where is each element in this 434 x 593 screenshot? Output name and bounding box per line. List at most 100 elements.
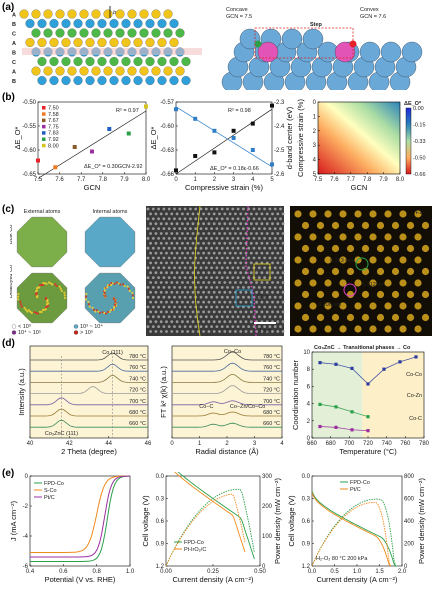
y-axis-label: Cell voltage (V) [141,495,150,547]
stem-atom [154,212,158,216]
stem-atom [234,310,237,314]
stem-atom [191,212,195,216]
y-axis-label: FT k² χ(k) (a.u.) [159,366,168,418]
stem-atom [207,251,211,255]
stem-atom [173,227,176,230]
f1-atom [399,302,407,310]
hot-atom [36,312,40,315]
y2-tick-label: -2.4 [274,124,285,130]
stem-atom [154,271,158,275]
stem-atom [196,290,200,294]
stem-atom [146,325,150,328]
stem-atom [157,237,161,240]
f1-atom [376,290,385,299]
stem-atom [159,330,163,333]
stem-atom [167,256,171,260]
stem-atom [215,315,219,319]
stem-atom [252,237,256,240]
stem-atom [178,227,182,230]
stem-atom [220,305,224,309]
hot-atom [110,281,113,285]
f1-atom [391,244,400,253]
stem-atom [239,251,243,255]
stem-atom [255,232,258,235]
stem-atom [162,217,166,221]
convex-label: Convex [360,7,379,13]
data-point [53,165,58,170]
f1-atom [339,256,347,264]
stem-atom [154,251,158,255]
y-tick-label: 1.2 [302,564,311,570]
stem-atom [204,217,208,221]
f1-atom [421,313,430,322]
f1-atom [339,302,347,310]
stem-atom [199,207,203,211]
x-tick-label: 7.8 [99,177,108,183]
stem-atom [151,217,155,221]
stem-atom [271,300,274,304]
colorbar-title: ΔE_O* [404,101,422,107]
stem-atom [234,251,237,255]
stem-atom [257,266,261,270]
stem-atom [165,241,168,245]
atom [181,56,191,67]
stem-atom [178,325,182,328]
stem-atom [210,276,214,279]
y2-tick-label: 200 [262,504,273,510]
data-point [398,360,402,364]
temperature-label: 660 °C [263,421,280,427]
atom [115,9,125,19]
stem-atom [191,290,195,294]
stem-atom [231,276,235,279]
stem-atom [218,310,221,314]
stem-atom [279,237,282,240]
x-tick-label: 0.00 [160,569,172,575]
atom [31,66,41,76]
stem-atom [186,281,190,284]
hot-atom [19,303,22,306]
stem-atom [276,222,280,226]
stem-atom [281,232,285,235]
data-point [270,103,274,108]
stem-atom [218,271,221,275]
stem-atom [204,246,208,250]
atom [139,66,149,76]
layer-letter: A [12,70,16,76]
y2-tick-label: -2.5 [274,148,285,154]
stem-atom [236,325,240,328]
dband-point [193,116,198,121]
x-axis-label: Potential (V vs. RHE) [45,575,116,584]
stem-atom [151,256,155,260]
stem-atom [268,207,272,211]
stem-atom [218,290,221,294]
stem-atom [189,305,192,309]
hot-atom [103,289,107,292]
colorbar-tick: -0.66 [413,172,426,178]
stem-atom [204,276,208,279]
stem-atom [151,227,155,230]
hot-atom [115,281,119,284]
y-axis-label: J (mA cm⁻²) [9,500,18,541]
stem-atom [204,207,208,211]
f1-atom [339,233,347,241]
hot-atom [55,284,58,288]
atom [79,9,89,19]
plot-bg [30,346,148,438]
stem-atom [207,271,211,275]
stem-atom [260,310,264,314]
data-point [350,366,354,370]
f1-atom [414,279,422,287]
atom [103,9,113,19]
stem-atom [151,305,155,309]
stem-atom [271,241,274,245]
hot-atom [35,292,38,295]
hot-atom [104,312,108,315]
stem-atom [273,286,277,289]
stem-atom [186,300,190,304]
stem-atom [281,271,285,275]
stem-atom [199,237,203,240]
stem-atom [149,232,153,235]
atom [133,37,143,48]
stem-atom [212,212,216,216]
f1-atom [316,244,325,253]
